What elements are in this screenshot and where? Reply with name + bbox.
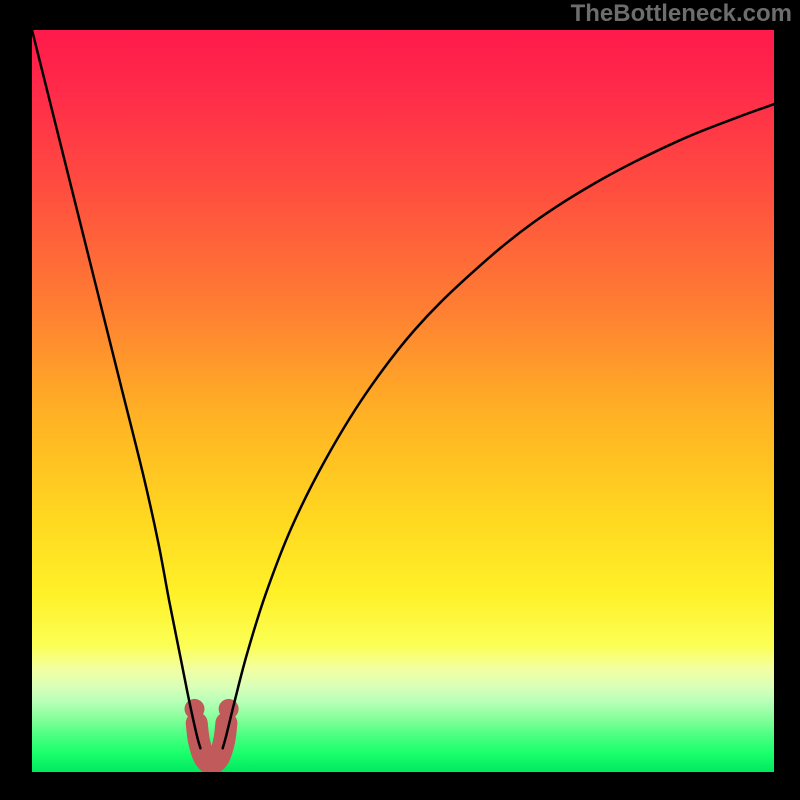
stage: TheBottleneck.com	[0, 0, 800, 800]
watermark-text: TheBottleneck.com	[571, 0, 792, 28]
plot-frame	[32, 30, 774, 772]
valley-dot	[185, 699, 205, 719]
bottleneck-chart	[32, 30, 774, 772]
gradient-background	[32, 30, 774, 772]
